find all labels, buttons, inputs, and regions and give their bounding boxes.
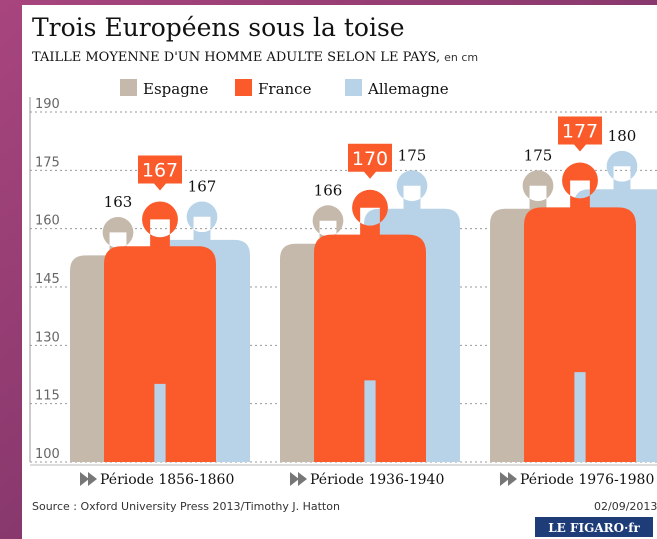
figure xyxy=(314,189,426,462)
chart-title: Trois Européens sous la toise xyxy=(32,13,405,42)
value-label: 163 xyxy=(104,193,133,211)
value-label: 175 xyxy=(398,146,427,164)
y-tick-label: 100 xyxy=(35,447,60,462)
y-tick-label: 115 xyxy=(35,389,60,404)
legend-swatch xyxy=(345,79,362,96)
date: 02/09/2013 xyxy=(594,500,657,513)
callout xyxy=(558,116,602,152)
x-tick-label: Période 1976-1980 xyxy=(520,472,654,488)
source: Source : Oxford University Press 2013/Ti… xyxy=(32,500,340,513)
legend-label: Allemagne xyxy=(367,80,449,98)
category-arrow xyxy=(80,472,97,486)
unit: en cm xyxy=(444,51,478,64)
y-tick-label: 175 xyxy=(35,155,60,170)
category-arrow xyxy=(290,472,307,486)
legend-label: France xyxy=(258,80,312,98)
callout xyxy=(138,155,182,191)
legend-label: Espagne xyxy=(143,80,208,98)
chart-subtitle: TAILLE MOYENNE D'UN HOMME ADULTE SELON L… xyxy=(32,50,478,65)
value-label: 175 xyxy=(524,146,553,164)
subtitle-text: TAILLE MOYENNE D'UN HOMME ADULTE SELON L… xyxy=(32,50,440,65)
figure xyxy=(524,162,636,462)
category-arrow xyxy=(500,472,517,486)
value-label: 170 xyxy=(352,148,388,170)
x-tick-label: Période 1856-1860 xyxy=(100,472,234,488)
value-label: 167 xyxy=(142,159,178,181)
value-label: 177 xyxy=(562,121,598,143)
value-label: 166 xyxy=(314,181,343,199)
y-tick-label: 160 xyxy=(35,214,60,229)
callout xyxy=(348,143,392,179)
y-tick-label: 190 xyxy=(35,97,60,112)
value-label: 180 xyxy=(608,127,637,145)
legend-swatch xyxy=(235,79,252,96)
logo-box xyxy=(535,517,653,537)
value-label: 167 xyxy=(188,177,217,195)
y-tick-label: 130 xyxy=(35,330,60,345)
logo: LE FIGARO·fr xyxy=(548,521,640,535)
x-tick-label: Période 1936-1940 xyxy=(310,472,444,488)
legend-swatch xyxy=(120,79,137,96)
y-tick-label: 145 xyxy=(35,272,60,287)
figure xyxy=(104,201,216,462)
